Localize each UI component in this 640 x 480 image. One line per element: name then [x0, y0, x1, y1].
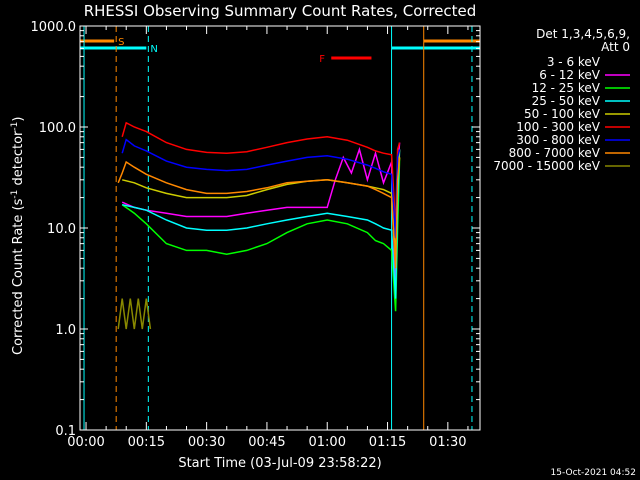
flag-bars: S N F: [80, 37, 480, 65]
series-line-7000-15000-kev: [117, 298, 152, 330]
y-axis-label-sup2: -1: [10, 122, 20, 131]
x-tick-label: 01:30: [429, 435, 466, 450]
x-axis-ticks: 00:00 00:15 00:30 00:45 01:00 01:15 01:30: [67, 26, 469, 450]
legend-label: 25 - 50 keV: [532, 94, 601, 108]
y-tick-label: 100.0: [39, 121, 76, 136]
legend-header-attenuator: Att 0: [601, 40, 630, 54]
legend-label: 3 - 6 keV: [547, 55, 601, 69]
legend-label: 6 - 12 keV: [539, 68, 601, 82]
series-line-300-800-kev: [121, 138, 401, 238]
y-axis-ticks: 0.1 1.0 10.0 100.0 1000.0: [31, 20, 480, 439]
y-axis-label-mid: detector: [11, 130, 26, 190]
x-tick-label: 01:00: [309, 435, 346, 450]
x-tick-label: 01:15: [369, 435, 406, 450]
series-line-50-100-kev: [122, 149, 401, 259]
series-line-25-50-kev: [122, 149, 401, 299]
y-axis-label-main: Corrected Count Rate (s: [11, 198, 26, 355]
y-tick-label: 1.0: [55, 323, 76, 338]
x-axis-label: Start Time (03-Jul-09 23:58:22): [178, 456, 381, 471]
y-tick-label: 1000.0: [31, 20, 77, 35]
legend-label: 7000 - 15000 keV: [493, 159, 600, 173]
flag-label-n: N: [150, 44, 157, 55]
legend-label: 12 - 25 keV: [532, 81, 601, 95]
legend-label: 100 - 300 keV: [516, 120, 600, 134]
legend-label: 300 - 800 keV: [516, 133, 600, 147]
y-tick-label: 0.1: [55, 424, 76, 439]
legend-header-detectors: Det 1,3,4,5,6,9,: [536, 27, 630, 41]
y-tick-label: 10.0: [47, 222, 76, 237]
x-tick-label: 00:00: [67, 435, 104, 450]
series-line-800-7000-kev: [117, 157, 401, 269]
legend-label: 50 - 100 keV: [524, 107, 601, 121]
series-line-6-12-kev: [121, 142, 401, 299]
x-tick-label: 00:45: [248, 435, 285, 450]
x-tick-label: 00:30: [188, 435, 225, 450]
series-lines: [117, 121, 401, 330]
flag-label-s: S: [118, 37, 124, 48]
series-line-100-300-kev: [121, 121, 401, 229]
flag-label-f: F: [319, 54, 325, 65]
x-tick-label: 00:15: [128, 435, 165, 450]
y-axis-label-sup1: -1: [10, 190, 20, 199]
y-axis-label-end: ): [11, 117, 26, 122]
series-line-12-25-kev: [121, 157, 401, 312]
date-stamp: 15-Oct-2021 04:52: [551, 468, 636, 478]
legend-label: 800 - 7000 keV: [509, 146, 601, 160]
y-axis-label: Corrected Count Rate (s-1 detector-1): [10, 117, 26, 355]
chart-title: RHESSI Observing Summary Count Rates, Co…: [84, 2, 477, 20]
vertical-markers: [83, 26, 473, 430]
